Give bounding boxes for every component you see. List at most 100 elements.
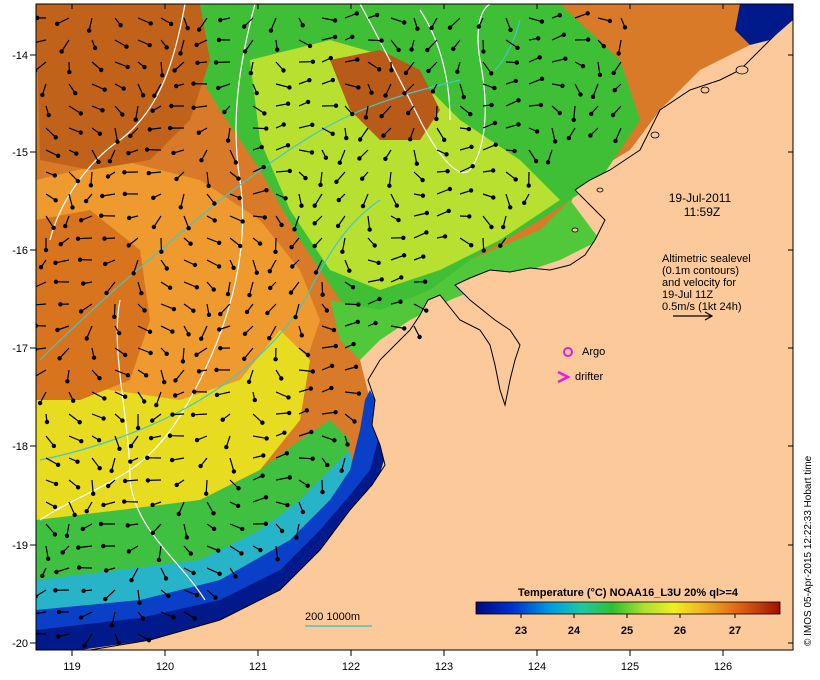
velocity-arrow [298,457,313,460]
velocity-arrow-head [607,18,613,24]
velocity-arrow-head [406,110,411,116]
velocity-arrows [36,11,628,648]
velocity-arrow-head [109,468,114,473]
velocity-arrow [243,347,254,360]
velocity-arrow-head [383,93,388,98]
velocity-arrow [252,435,267,439]
velocity-arrow-head [236,176,241,181]
velocity-arrow-head [476,24,481,29]
velocity-arrow-head [389,67,394,73]
velocity-arrow [206,259,220,267]
velocity-arrow-head [289,244,294,250]
velocity-arrow-head [383,156,388,161]
velocity-arrow-head [216,327,222,332]
velocity-arrow-head [377,67,382,72]
velocity-arrow-head [481,248,486,253]
ocean-green-south [36,420,350,620]
velocity-arrow [45,523,56,535]
velocity-arrow-head [46,556,51,562]
velocity-arrow-head [334,179,339,184]
velocity-arrow-head [240,219,245,224]
ocean-lime [250,40,560,290]
velocity-arrow-head [307,43,313,49]
velocity-arrow-head [171,615,176,620]
velocity-arrow-head [330,77,335,83]
velocity-arrow-head [100,108,105,113]
velocity-arrow-head [616,51,621,56]
velocity-arrow [68,501,76,516]
velocity-arrow-head [53,198,58,203]
velocity-arrow-head [194,352,199,357]
velocity-arrow-head [173,378,178,383]
velocity-arrow-head [88,183,94,188]
velocity-arrow-head [352,419,357,424]
velocity-arrow [344,391,359,395]
velocity-arrow-head [75,178,81,184]
velocity-arrow-head [122,191,128,197]
velocity-arrow [614,127,622,142]
velocity-arrow-head [305,99,311,105]
velocity-arrow-head [163,576,169,581]
velocity-arrow-head [590,94,596,100]
velocity-arrow-head [160,73,165,78]
velocity-arrow [405,61,415,74]
drifter-chevron-icon [557,370,571,384]
velocity-arrow [459,237,472,246]
velocity-arrow-head [192,616,198,621]
velocity-arrow-head [318,182,323,188]
velocity-arrow-head [225,138,231,143]
plot-frame [35,3,794,651]
velocity-arrow-head [52,532,58,537]
lon-tick-label: 125 [621,661,639,673]
velocity-arrow-head [260,473,265,478]
velocity-arrow [413,212,428,217]
velocity-arrow [298,124,313,129]
velocity-arrow-head [122,170,127,175]
velocity-arrow-head [331,327,337,333]
velocity-arrow-head [447,25,453,30]
velocity-arrow-head [356,85,361,90]
velocity-arrow-head [303,175,308,181]
velocity-arrow-head [252,397,257,403]
velocity-arrow-head [481,49,486,54]
velocity-arrow-head [102,261,108,267]
velocity-arrow-head [147,127,152,132]
velocity-arrow-head [284,451,290,456]
velocity-arrow [111,611,116,626]
velocity-arrow-head [241,24,247,29]
velocity-arrow-head [40,92,45,98]
velocity-arrow-head [417,334,422,340]
velocity-arrow-head [312,221,317,226]
velocity-arrow-head [394,203,399,208]
velocity-arrow-head [75,459,80,464]
velocity-arrow-head [224,444,229,450]
velocity-arrow-head [489,224,494,230]
velocity-arrow-head [78,217,84,223]
velocity-arrow-head [118,23,123,28]
velocity-arrow-head [374,12,380,18]
velocity-arrow-head [409,47,414,52]
velocity-arrow-head [128,443,134,449]
velocity-arrow-head [356,391,362,396]
velocity-arrow [106,281,116,294]
velocity-arrow [390,325,405,329]
velocity-arrow-head [288,290,294,295]
velocity-arrow-head [216,37,222,43]
velocity-arrow-head [64,533,70,539]
velocity-arrow-head [151,224,157,230]
colorbar-tick-label: 23 [515,625,527,637]
velocity-arrow-head [294,535,299,540]
velocity-arrow [160,61,163,76]
velocity-arrow-head [74,151,79,156]
velocity-arrow-head [152,93,157,98]
velocity-arrow [183,281,198,288]
velocity-arrow-head [279,528,285,534]
velocity-arrow-head [329,363,335,368]
velocity-arrow-head [51,225,56,230]
velocity-arrow-head [588,133,593,138]
velocity-arrow-head [70,398,76,403]
velocity-arrow [252,496,267,503]
velocity-arrow-head [211,287,216,292]
velocity-arrow [321,17,336,22]
velocity-arrow-head [263,521,269,527]
